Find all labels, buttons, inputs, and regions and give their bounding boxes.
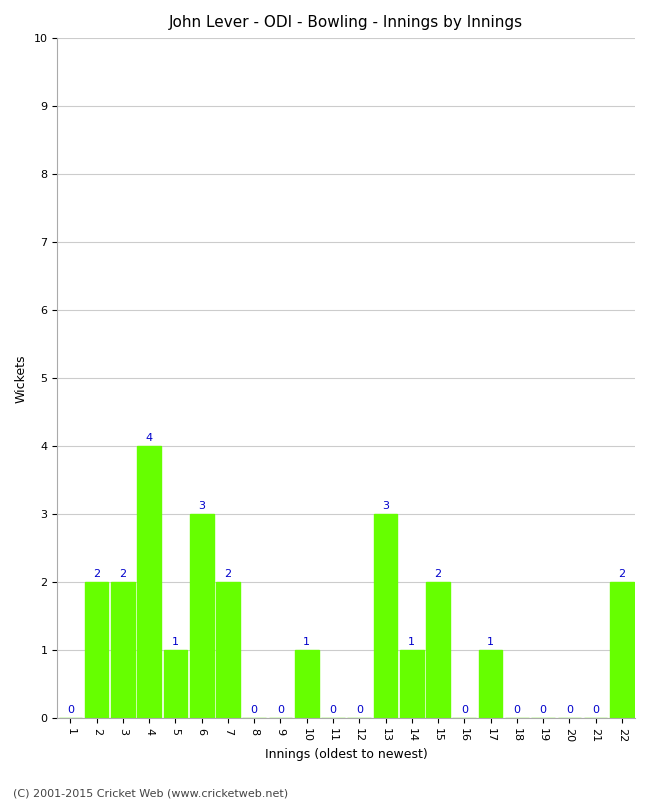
Text: 0: 0 [277,705,284,715]
Title: John Lever - ODI - Bowling - Innings by Innings: John Lever - ODI - Bowling - Innings by … [169,15,523,30]
Text: 1: 1 [487,637,494,647]
Text: (C) 2001-2015 Cricket Web (www.cricketweb.net): (C) 2001-2015 Cricket Web (www.cricketwe… [13,788,288,798]
Text: 0: 0 [514,705,521,715]
Bar [479,650,502,718]
Text: 0: 0 [461,705,468,715]
Bar [137,446,161,718]
Text: 1: 1 [408,637,415,647]
Bar [295,650,318,718]
Text: 0: 0 [67,705,74,715]
Bar [400,650,424,718]
Text: 2: 2 [120,569,127,579]
Text: 2: 2 [434,569,441,579]
Bar [85,582,109,718]
Bar [426,582,450,718]
Text: 1: 1 [304,637,310,647]
X-axis label: Innings (oldest to newest): Innings (oldest to newest) [265,748,428,761]
Y-axis label: Wickets: Wickets [15,354,28,402]
Text: 3: 3 [382,501,389,511]
Text: 3: 3 [198,501,205,511]
Bar [216,582,240,718]
Text: 0: 0 [251,705,258,715]
Text: 1: 1 [172,637,179,647]
Bar [610,582,634,718]
Text: 0: 0 [540,705,547,715]
Bar [164,650,187,718]
Bar [111,582,135,718]
Text: 2: 2 [93,569,100,579]
Bar [374,514,397,718]
Text: 2: 2 [224,569,231,579]
Text: 4: 4 [146,433,153,443]
Text: 0: 0 [330,705,337,715]
Text: 0: 0 [356,705,363,715]
Bar [190,514,214,718]
Text: 0: 0 [592,705,599,715]
Text: 2: 2 [618,569,625,579]
Text: 0: 0 [566,705,573,715]
